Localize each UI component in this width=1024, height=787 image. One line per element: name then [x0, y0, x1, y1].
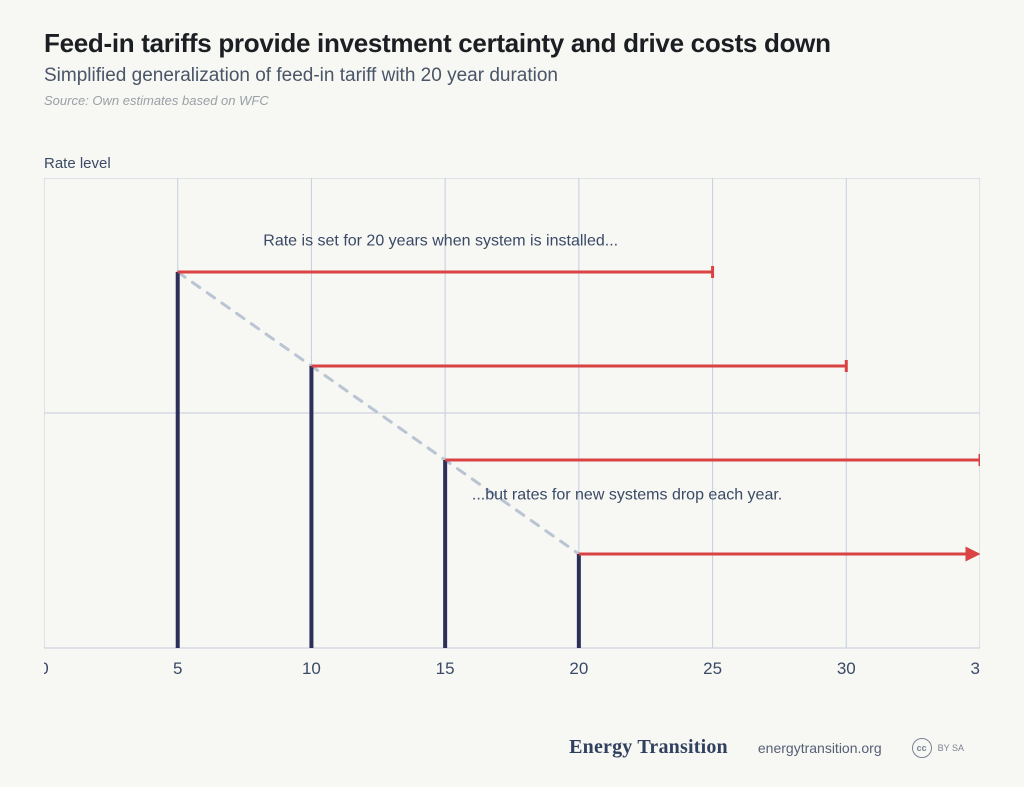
chart-plot: 05101520253035Rate is set for 20 years w… — [44, 178, 980, 648]
svg-text:0: 0 — [44, 659, 49, 678]
svg-text:...but rates for new systems d: ...but rates for new systems drop each y… — [472, 486, 782, 503]
svg-text:20: 20 — [569, 659, 588, 678]
page: Feed-in tariffs provide investment certa… — [0, 0, 1024, 787]
svg-text:15: 15 — [436, 659, 455, 678]
svg-text:30: 30 — [837, 659, 856, 678]
svg-text:10: 10 — [302, 659, 321, 678]
brand-logo: Energy Transition — [569, 736, 728, 759]
svg-text:35: 35 — [971, 659, 980, 678]
chart-source: Source: Own estimates based on WFC — [44, 93, 980, 108]
cc-icon: cc — [912, 738, 932, 758]
svg-text:25: 25 — [703, 659, 722, 678]
y-axis-label: Rate level — [44, 155, 111, 172]
svg-text:5: 5 — [173, 659, 182, 678]
license-text: BY SA — [938, 743, 964, 753]
chart-subtitle: Simplified generalization of feed-in tar… — [44, 65, 980, 87]
license-badge: cc BY SA — [912, 738, 964, 758]
brand-url: energytransition.org — [758, 740, 882, 756]
chart-title: Feed-in tariffs provide investment certa… — [44, 28, 980, 59]
svg-text:Rate is set for 20 years when: Rate is set for 20 years when system is … — [263, 233, 618, 250]
chart-svg: 0 5 10 15 20 25 30 35 Rate is set for 20 years w… — [44, 178, 980, 688]
page-footer: Energy Transition energytransition.org c… — [0, 736, 1024, 759]
